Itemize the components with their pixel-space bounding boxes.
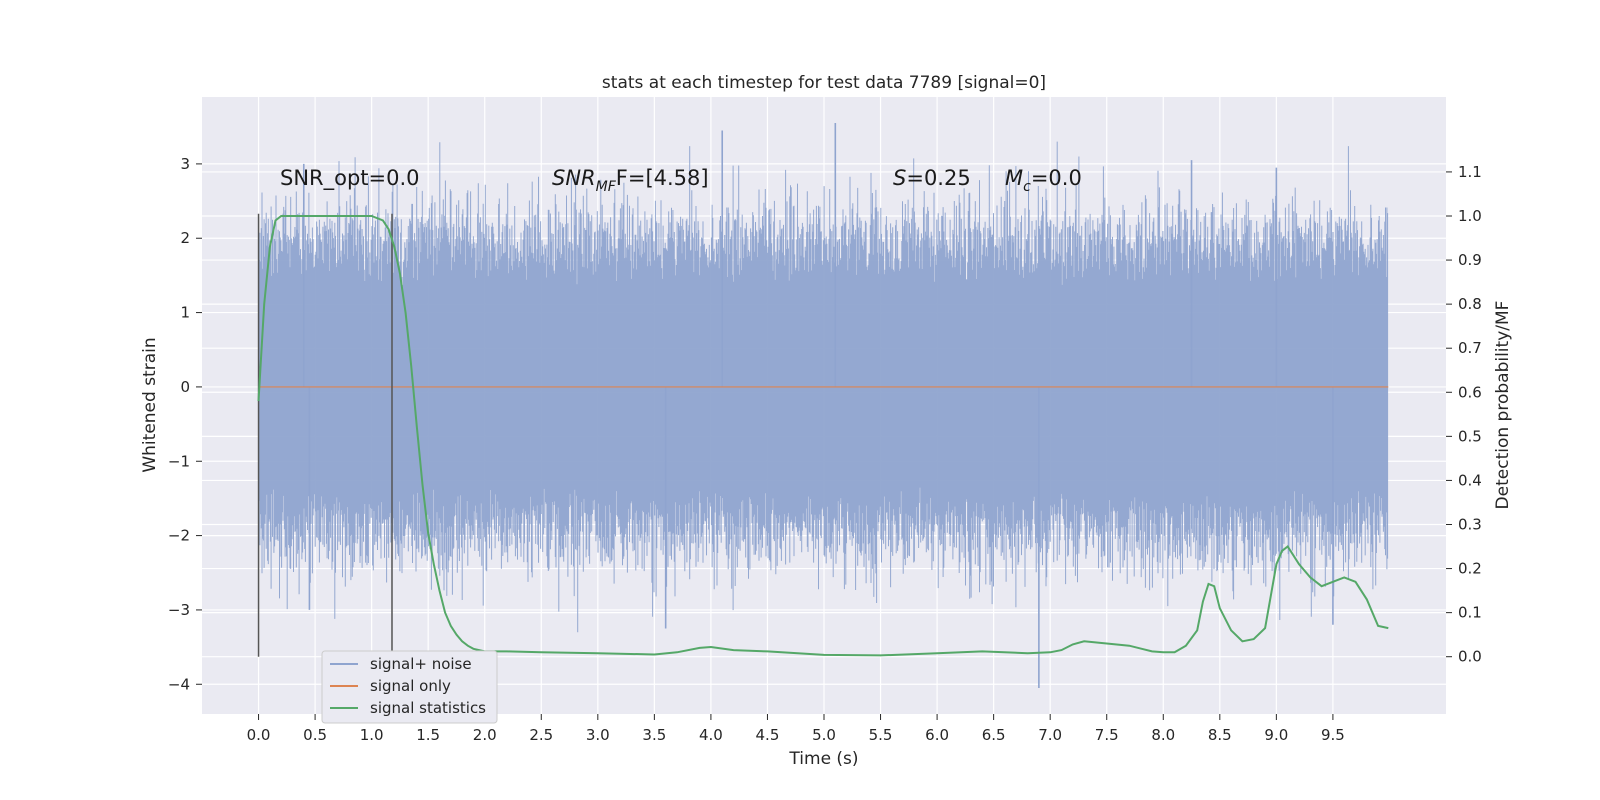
x-tick-label: 6.0 [925,726,949,744]
annotation-mc: Mc=0.0 [1005,166,1082,195]
x-tick-label: 2.5 [529,726,553,744]
x-tick-label: 2.0 [473,726,497,744]
legend: signal+ noise signal only signal statist… [321,650,498,724]
x-tick-label: 9.0 [1264,726,1288,744]
y2-tick-label: 0.0 [1458,648,1482,666]
y-tick-label: 3 [180,155,190,173]
x-tick-label: 7.5 [1095,726,1119,744]
y2-tick-label: 0.8 [1458,295,1482,313]
y-tick-label: −4 [168,675,190,693]
vertical-markers [257,213,393,657]
series-signal-statistics [257,215,1389,657]
legend-label-signal-only: signal only [370,677,451,695]
y-tick-label: −1 [168,452,190,470]
y-tick-label: 1 [180,304,190,322]
legend-label-signal-statistics: signal statistics [370,699,486,717]
y-tick-label: 2 [180,229,190,247]
y-axis-ticks: 3 2 1 0 −1 −2 −3 −4 [168,155,202,693]
y2-tick-label: 0.4 [1458,471,1482,489]
legend-label-signal-plus-noise: signal+ noise [370,655,472,673]
x-tick-label: 0.5 [303,726,327,744]
x-tick-label: 5.5 [869,726,893,744]
y2-tick-label: 1.0 [1458,207,1482,225]
x-tick-label: 3.5 [642,726,666,744]
y-tick-label: 0 [180,378,190,396]
chart-title: stats at each timestep for test data 778… [602,73,1046,93]
legend-box [321,650,498,724]
y2-tick-label: 0.5 [1458,427,1482,445]
x-tick-label: 8.0 [1151,726,1175,744]
x-tick-label: 5.0 [812,726,836,744]
x-axis-ticks: 0.0 0.5 1.0 1.5 2.0 2.5 3.0 3.5 4.0 4.5 5.0 5.5 6.0 6… [247,714,1345,744]
y2-axis-ticks: 1.1 1.0 0.9 0.8 0.7 0.6 0.5 0.4 0.3 0.2 0.1 0.0 [1446,163,1482,666]
y-tick-label: −2 [168,527,190,545]
y2-tick-label: 0.1 [1458,604,1482,622]
x-tick-label: 4.5 [756,726,780,744]
y-axis-title: Whitened strain [140,337,160,472]
y-tick-label: −3 [168,601,190,619]
x-tick-label: 9.5 [1321,726,1345,744]
y2-tick-label: 0.2 [1458,560,1482,578]
annotation-s: S=0.25 [893,166,971,190]
y2-tick-label: 0.7 [1458,339,1482,357]
x-tick-label: 6.5 [982,726,1006,744]
x-axis-title: Time (s) [788,749,858,769]
x-tick-label: 8.5 [1208,726,1232,744]
y2-tick-label: 0.6 [1458,383,1482,401]
annotation-snr-opt: SNR_opt=0.0 [280,166,420,191]
y2-tick-label: 0.3 [1458,515,1482,533]
x-tick-label: 1.5 [416,726,440,744]
annotation-snr-mf: SNRMFF=[4.58] [552,166,709,195]
x-tick-label: 7.0 [1038,726,1062,744]
x-tick-label: 1.0 [360,726,384,744]
x-tick-label: 4.0 [699,726,723,744]
x-tick-label: 0.0 [247,726,271,744]
x-tick-label: 3.0 [586,726,610,744]
y2-tick-label: 0.9 [1458,251,1482,269]
y2-tick-label: 1.1 [1458,163,1482,181]
y2-axis-title: Detection probability/MF [1493,301,1513,510]
